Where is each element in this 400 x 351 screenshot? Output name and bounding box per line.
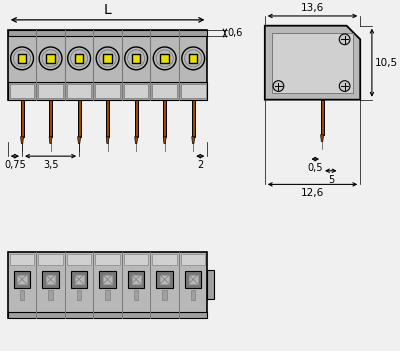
Bar (8, 252, 207, 318)
Circle shape (339, 34, 350, 45)
Bar (181, 253, 206, 265)
Bar (67, 84, 92, 98)
Bar (189, 54, 198, 62)
Text: 3,5: 3,5 (43, 160, 58, 170)
Bar (8, 29, 207, 100)
Bar (152, 253, 177, 265)
Text: 13,6: 13,6 (301, 3, 324, 13)
Bar (132, 275, 141, 284)
Text: 12,6: 12,6 (301, 188, 324, 198)
Bar (185, 271, 201, 287)
Polygon shape (78, 137, 80, 144)
Bar (71, 271, 87, 287)
Bar (10, 84, 34, 98)
Bar (106, 290, 110, 299)
Bar (14, 271, 30, 287)
Bar (103, 275, 112, 284)
Text: 5: 5 (328, 175, 334, 185)
Polygon shape (265, 26, 360, 100)
Bar (320, 100, 324, 135)
Polygon shape (49, 137, 52, 144)
Bar (20, 100, 24, 137)
Bar (46, 54, 55, 62)
Bar (20, 290, 24, 299)
Bar (103, 54, 112, 62)
Bar (74, 275, 84, 284)
Bar (162, 290, 167, 299)
Bar (18, 275, 26, 284)
Bar (95, 253, 120, 265)
Circle shape (339, 81, 350, 91)
Polygon shape (135, 137, 138, 144)
Bar (135, 100, 138, 137)
Bar (152, 84, 177, 98)
Polygon shape (106, 137, 109, 144)
Bar (132, 54, 140, 62)
Bar (38, 84, 63, 98)
Bar (160, 54, 169, 62)
Bar (128, 271, 144, 287)
Bar (67, 253, 91, 265)
Text: 2: 2 (197, 160, 204, 170)
Text: 0,75: 0,75 (4, 160, 26, 170)
Bar (134, 290, 138, 299)
Bar (124, 253, 148, 265)
Bar (191, 290, 195, 299)
Bar (160, 275, 169, 284)
Bar (10, 253, 34, 265)
Bar (207, 270, 214, 299)
Bar (99, 271, 116, 287)
Bar (272, 33, 354, 93)
Bar (163, 100, 166, 137)
Polygon shape (20, 137, 24, 144)
Bar (188, 275, 198, 284)
Bar (181, 84, 206, 98)
Bar (8, 29, 207, 37)
Bar (95, 84, 120, 98)
Polygon shape (320, 135, 324, 141)
Bar (156, 271, 173, 287)
Bar (75, 54, 83, 62)
Bar (77, 290, 81, 299)
Bar (46, 275, 55, 284)
Bar (48, 290, 53, 299)
Bar (8, 82, 207, 100)
Bar (192, 100, 195, 137)
Circle shape (273, 81, 284, 91)
Bar (38, 253, 63, 265)
Text: 10,5: 10,5 (375, 58, 398, 68)
Bar (124, 84, 148, 98)
Bar (78, 100, 80, 137)
Bar (42, 271, 59, 287)
Bar (49, 100, 52, 137)
Polygon shape (192, 137, 195, 144)
Bar (106, 100, 109, 137)
Text: 0,6: 0,6 (228, 28, 243, 38)
Text: L: L (104, 3, 112, 17)
Bar (18, 54, 26, 62)
Polygon shape (163, 137, 166, 144)
Bar (8, 312, 207, 318)
Text: 0,5: 0,5 (308, 163, 323, 173)
